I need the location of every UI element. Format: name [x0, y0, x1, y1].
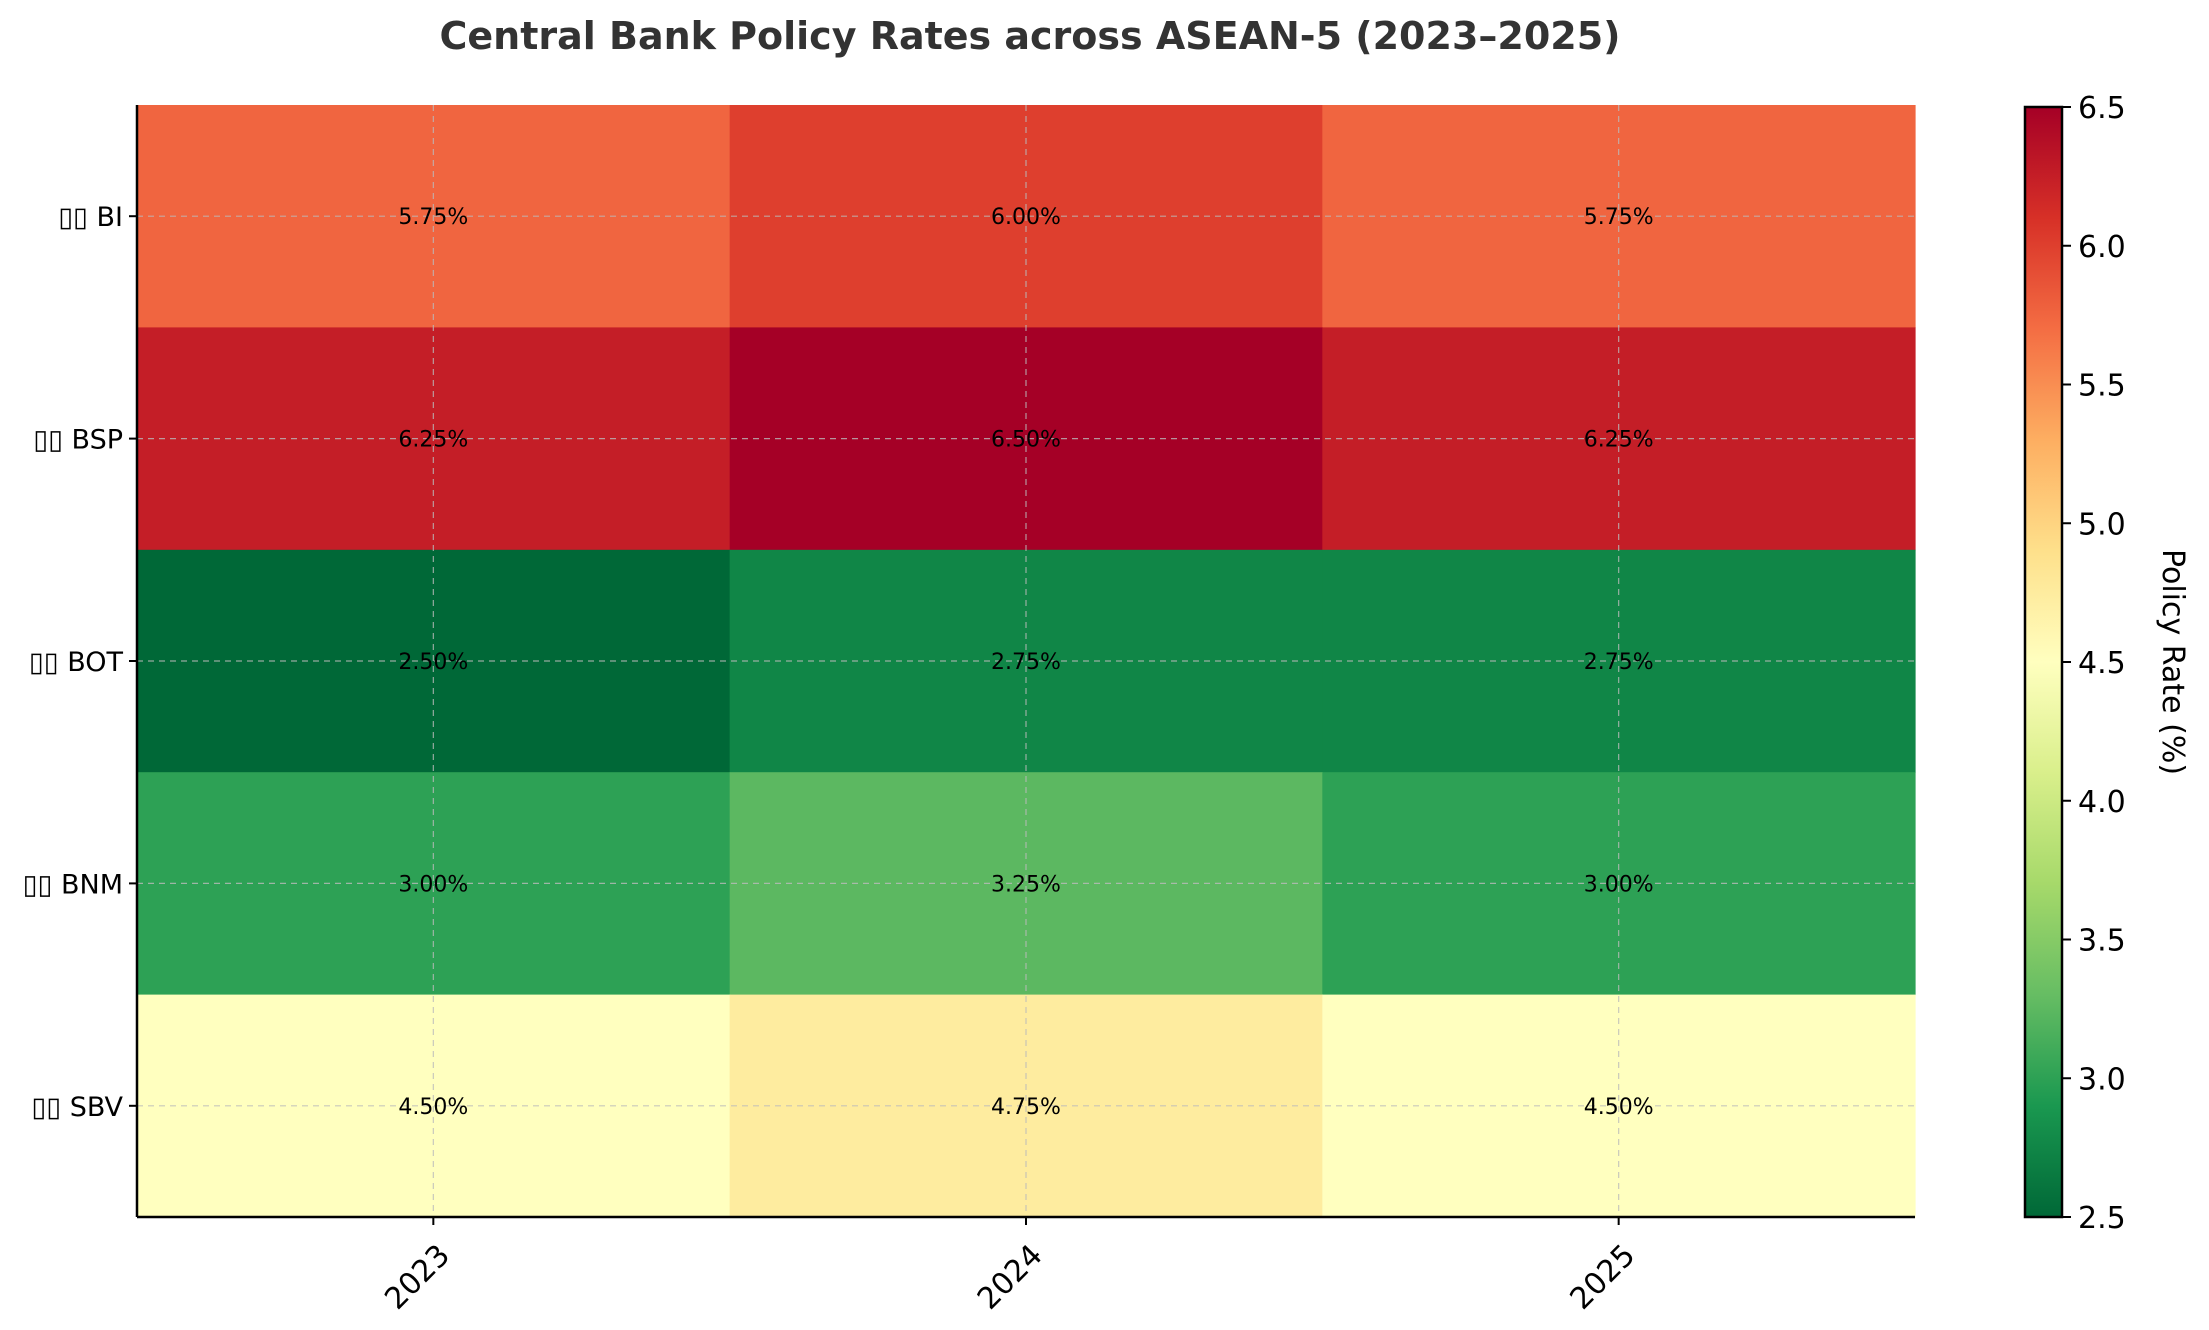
cell-value-label: 5.75%: [1584, 205, 1654, 230]
y-tick-label: ▯▯ BOT: [29, 647, 124, 678]
colorbar-tick-label: 3.0: [2078, 1062, 2126, 1097]
cell-value-label: 2.75%: [1584, 650, 1654, 675]
cell-value-label: 3.00%: [398, 872, 468, 897]
cell-value-label: 6.00%: [991, 205, 1061, 230]
cell-value-label: 2.50%: [398, 650, 468, 675]
cell-value-label: 3.25%: [991, 872, 1061, 897]
colorbar-tick-label: 6.0: [2078, 230, 2126, 265]
colorbar-tick-label: 2.5: [2078, 1201, 2126, 1236]
cell-value-label: 2.75%: [991, 650, 1061, 675]
cell-value-label: 6.25%: [398, 428, 468, 453]
cell-labels: 5.75% 6.00% 5.75% 6.25% 6.50% 6.25% 2.50% 2.75%…: [398, 205, 1653, 1120]
x-tick-label: 2024: [971, 1238, 1050, 1317]
cell-value-label: 6.25%: [1584, 428, 1654, 453]
y-tick-label: ▯▯ SBV: [31, 1092, 123, 1123]
colorbar-label: Policy Rate (%): [2155, 549, 2190, 775]
colorbar-tick-label: 4.0: [2078, 785, 2126, 820]
colorbar-tick-label: 5.0: [2078, 507, 2126, 542]
cell-value-label: 6.50%: [991, 428, 1061, 453]
colorbar-tick-label: 6.5: [2078, 91, 2126, 126]
grid-lines: [137, 105, 1915, 1217]
y-tick-label: ▯▯ BNM: [23, 869, 123, 900]
colorbar-tick-label: 5.5: [2078, 369, 2126, 404]
cell-value-label: 4.50%: [398, 1095, 468, 1120]
cell-value-label: 3.00%: [1584, 872, 1654, 897]
colorbar-gradient: [2023, 105, 2064, 1219]
cell-value-label: 4.75%: [991, 1095, 1061, 1120]
x-tick-label: 2023: [378, 1238, 457, 1317]
y-tick-label: ▯▯ BI: [58, 202, 123, 233]
cell-value-label: 4.50%: [1584, 1095, 1654, 1120]
y-axis-ticks: ▯▯ BI ▯▯ BSP ▯▯ BOT ▯▯ BNM ▯▯ SBV: [23, 202, 137, 1123]
x-axis-ticks: 2023 2024 2025: [378, 1217, 1642, 1317]
chart-title: Central Bank Policy Rates across ASEAN-5…: [439, 14, 1620, 58]
colorbar-tick-label: 3.5: [2078, 924, 2126, 959]
y-tick-label: ▯▯ BSP: [33, 425, 123, 456]
x-tick-label: 2025: [1564, 1238, 1643, 1317]
colorbar-tick-label: 4.5: [2078, 646, 2126, 681]
colorbar: 2.5 3.0 3.5 4.0 4.5 5.0 5.5 6.0 6.5 Policy Rate (…: [2023, 91, 2190, 1236]
cell-value-label: 5.75%: [398, 205, 468, 230]
